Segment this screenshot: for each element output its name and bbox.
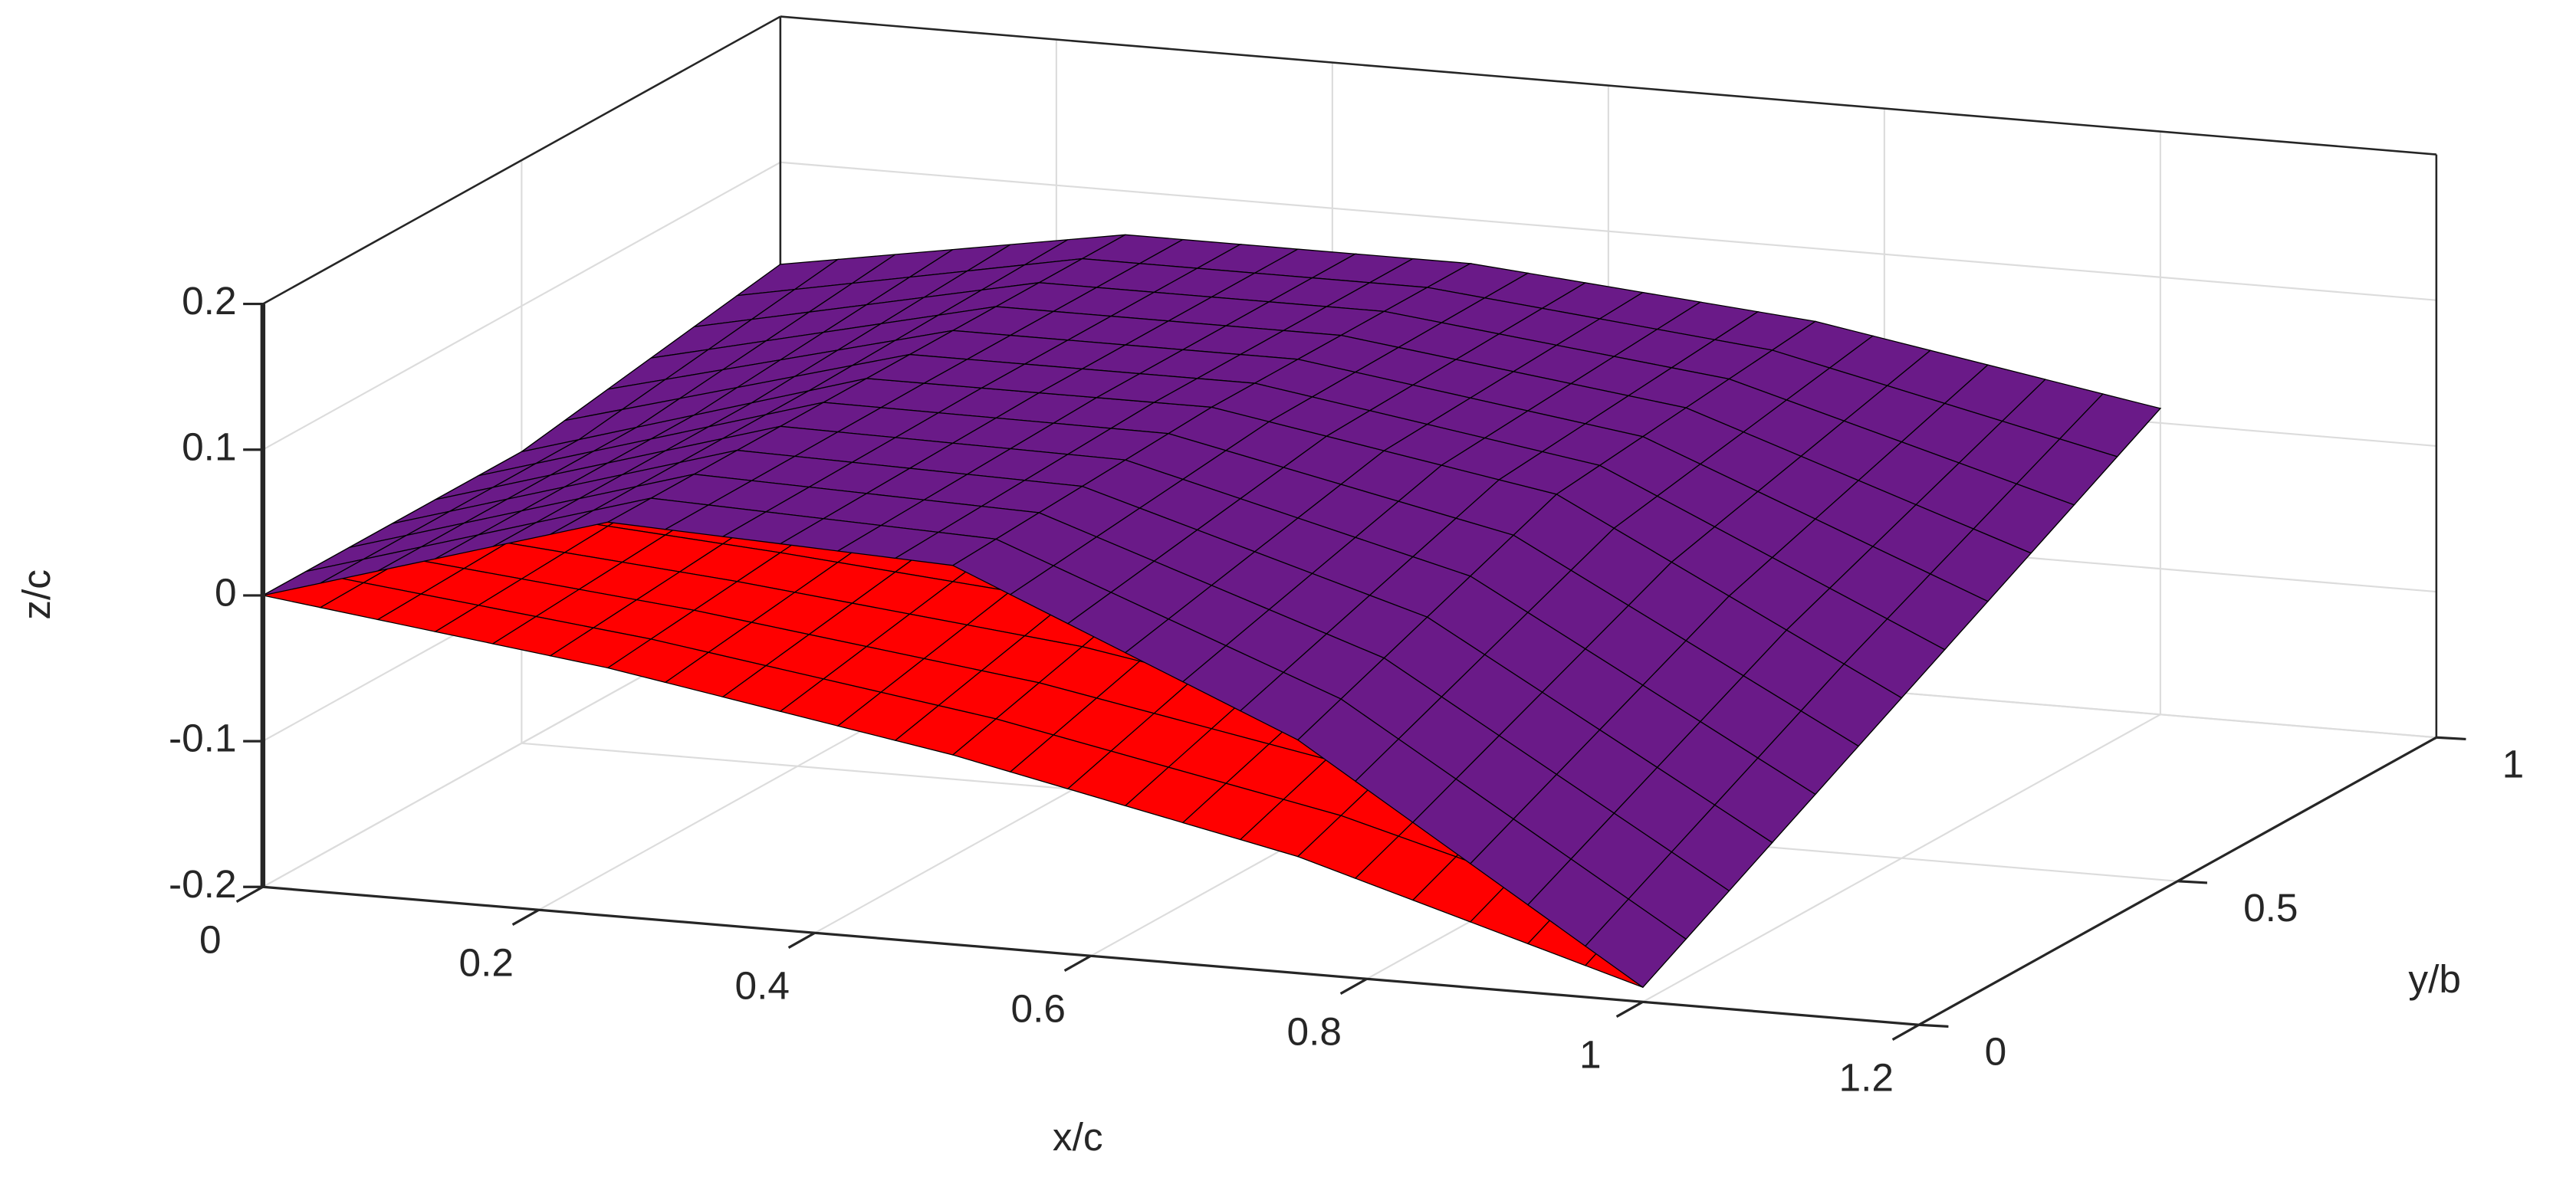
y-tick [2177,880,2208,884]
x-tick [787,931,816,949]
surface-patch [1584,898,1687,989]
x-tick-label: 1 [1579,1032,1602,1077]
z-tick-label: 0 [215,570,237,615]
surface-patch [1843,618,1946,699]
x-tick-label: 0.8 [1287,1009,1342,1054]
x-tick [1891,1023,1920,1041]
z-tick-label: -0.2 [169,861,237,906]
y-tick-label: 0 [1985,1028,2007,1073]
x-tick-label: 0.6 [1011,986,1066,1031]
z-tick-label: 0.2 [182,278,236,323]
box-edge [262,15,781,305]
x-tick-label: 0.4 [735,963,790,1008]
x-tick-label: 0 [199,917,222,962]
z-tick-label: 0.1 [182,424,236,468]
y-tick [1918,1023,1949,1028]
box-edge [780,15,2436,156]
x-tick-label: 1.2 [1839,1055,1894,1100]
x-axis-label: x/c [1053,1114,1103,1159]
y-tick-label: 1 [2502,741,2525,786]
x-tick [1339,977,1368,995]
x-tick [235,885,264,903]
y-tick [2436,736,2466,741]
x-tick [511,908,540,926]
surface [262,234,2162,989]
y-axis-label: y/b [2408,956,2461,1001]
z-tick-label: -0.1 [169,716,237,760]
x-tick [1063,954,1092,972]
x-tick-label: 0.2 [459,940,514,985]
z-axis-label: z/c [14,569,58,620]
x-tick [1615,1000,1644,1018]
y-tick-label: 0.5 [2243,885,2298,930]
